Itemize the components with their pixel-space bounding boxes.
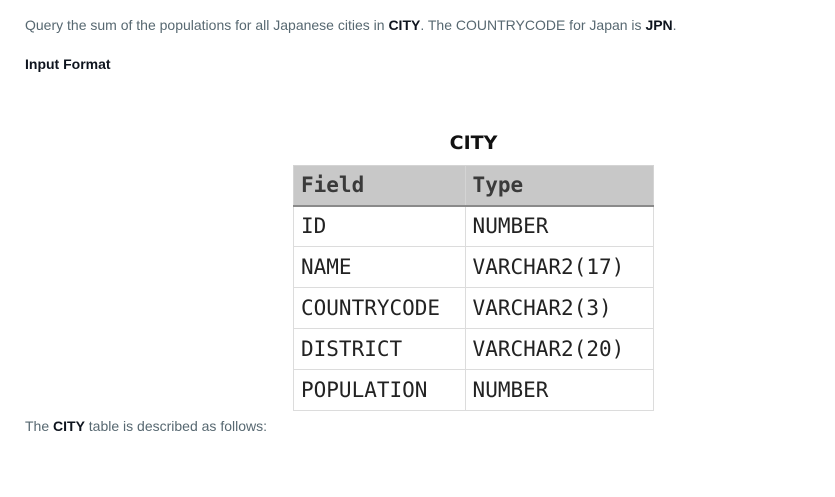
- description-suffix: table is described as follows:: [84, 418, 267, 434]
- field-cell: DISTRICT: [293, 328, 466, 370]
- type-cell: VARCHAR2(3): [464, 287, 655, 329]
- table-row: DISTRICT VARCHAR2(20): [293, 328, 655, 370]
- problem-country-code: JPN: [645, 17, 673, 33]
- schema-table-header-row: Field Type: [293, 165, 655, 207]
- input-format-heading: Input Format: [25, 56, 111, 72]
- type-cell: VARCHAR2(17): [464, 246, 655, 288]
- type-cell: VARCHAR2(20): [464, 328, 655, 370]
- problem-table-name: CITY: [388, 17, 421, 33]
- type-cell: NUMBER: [464, 369, 655, 411]
- table-row: COUNTRYCODE VARCHAR2(3): [293, 287, 655, 329]
- field-cell: ID: [293, 205, 466, 247]
- type-cell: NUMBER: [464, 205, 655, 247]
- schema-table: Field Type ID NUMBER NAME VARCHAR2(17) C…: [293, 165, 655, 411]
- header-type: Type: [464, 165, 655, 207]
- problem-text-part3: .: [672, 17, 677, 33]
- field-cell: NAME: [293, 246, 466, 288]
- problem-statement: Query the sum of the populations for all…: [25, 16, 677, 34]
- table-row: ID NUMBER: [293, 205, 655, 247]
- table-row: POPULATION NUMBER: [293, 369, 655, 411]
- description-prefix: The: [25, 418, 54, 434]
- description-table-name: CITY: [53, 418, 85, 434]
- problem-text-part1: Query the sum of the populations for all…: [25, 17, 389, 33]
- schema-table-caption: CITY: [449, 132, 498, 154]
- schema-figure: CITY Field Type ID NUMBER NAME VARCHAR2(…: [293, 128, 655, 411]
- problem-text-part2: . The COUNTRYCODE for Japan is: [420, 17, 646, 33]
- header-field: Field: [293, 165, 466, 207]
- field-cell: COUNTRYCODE: [293, 287, 466, 329]
- table-description: The CITY table is described as follows:: [25, 417, 267, 435]
- field-cell: POPULATION: [293, 369, 466, 411]
- table-row: NAME VARCHAR2(17): [293, 246, 655, 288]
